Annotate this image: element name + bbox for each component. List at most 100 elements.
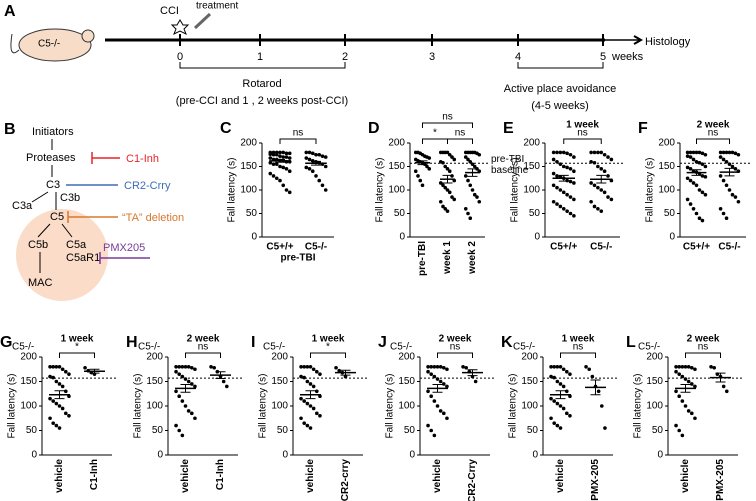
y-tick-label: 50 [404, 425, 416, 436]
y-tick-label: 200 [521, 352, 538, 363]
data-point [268, 160, 273, 165]
data-point [674, 423, 678, 428]
data-point [274, 176, 279, 181]
data-point [310, 151, 315, 156]
data-point [603, 426, 607, 430]
data-point [680, 433, 685, 438]
data-point [183, 377, 188, 381]
data-point [308, 426, 313, 430]
y-tick-label: 150 [658, 161, 675, 172]
apa-label: Active place avoidance [504, 83, 617, 95]
data-point [427, 167, 432, 171]
data-point [572, 214, 576, 218]
timeline-tick: 4 [515, 51, 521, 63]
sem-bar [215, 371, 226, 380]
y-tick-label: 50 [527, 425, 539, 436]
data-point [602, 152, 607, 157]
sem-bar [417, 160, 428, 166]
data-point [438, 181, 443, 185]
data-point [180, 399, 185, 403]
inhibitor: C1-Inh [126, 153, 159, 165]
data-point [694, 150, 699, 155]
data-point [271, 152, 276, 157]
mouse-icon [10, 28, 95, 62]
data-point [320, 154, 325, 158]
data-point [472, 164, 477, 169]
comparison-bracket [563, 138, 602, 144]
significance: ns [293, 128, 304, 139]
y-tick-label: 200 [240, 138, 257, 149]
data-point [674, 369, 678, 374]
data-point [174, 389, 178, 394]
data-point [435, 404, 440, 408]
sem-bar [596, 174, 607, 184]
data-point [693, 367, 697, 372]
panel-label: J [378, 334, 387, 351]
data-point [278, 178, 282, 183]
comparison-bracket [310, 352, 346, 358]
data-point [549, 374, 553, 379]
data-point [67, 414, 71, 418]
data-point [730, 164, 735, 169]
data-point [470, 162, 475, 166]
data-point [308, 365, 313, 369]
data-point [209, 365, 213, 369]
sem-bar [89, 368, 100, 374]
data-point [572, 197, 576, 202]
data-point [320, 183, 325, 188]
y-axis-label: Fall latency (s) [510, 157, 521, 222]
comparison-bracket [447, 138, 473, 144]
panel-label: F [638, 120, 648, 137]
y-tick-label: 200 [658, 138, 675, 149]
y-tick-label: 150 [146, 376, 163, 387]
data-point [733, 195, 738, 199]
data-point [674, 389, 678, 394]
data-point [718, 150, 723, 155]
data-point [688, 167, 693, 171]
data-point [558, 188, 563, 192]
significance: ns [442, 112, 453, 123]
timeline-end: Histology [645, 36, 691, 48]
data-point [589, 150, 593, 155]
y-tick-label: 50 [664, 208, 676, 219]
data-point [680, 399, 685, 403]
cci-icon [170, 19, 190, 36]
data-point [690, 365, 694, 370]
y-tick-label: 0 [409, 450, 415, 461]
data-point [432, 433, 437, 438]
data-point [703, 192, 708, 197]
sem-bar [724, 167, 735, 177]
panel-label: C [220, 120, 232, 137]
data-point [551, 171, 556, 176]
data-point [190, 382, 194, 386]
data-point [443, 164, 448, 169]
data-point [721, 178, 726, 183]
pathway-node: C5aR1 [66, 252, 100, 264]
panel-title: 1 week [312, 334, 345, 345]
data-point [558, 150, 563, 155]
x-axis-label: pre-TBI [281, 253, 316, 264]
data-point [225, 384, 229, 389]
data-point [561, 190, 566, 195]
data-point [677, 428, 681, 433]
data-point [561, 207, 566, 211]
data-point [304, 156, 309, 160]
data-point [688, 155, 693, 159]
data-point [450, 195, 454, 199]
sem-bar [180, 383, 191, 393]
data-point [450, 155, 454, 159]
data-point [686, 365, 691, 369]
data-point [677, 372, 681, 376]
data-point [57, 382, 62, 386]
comparison-bracket [685, 352, 721, 358]
panel-title: 2 week [687, 334, 720, 345]
data-point [606, 195, 610, 199]
mac-region [16, 209, 108, 301]
sem-bar [555, 390, 566, 400]
data-point [57, 426, 62, 430]
data-point [464, 365, 469, 370]
sem-bar [54, 390, 65, 400]
data-point [287, 190, 292, 195]
data-point [64, 411, 68, 416]
